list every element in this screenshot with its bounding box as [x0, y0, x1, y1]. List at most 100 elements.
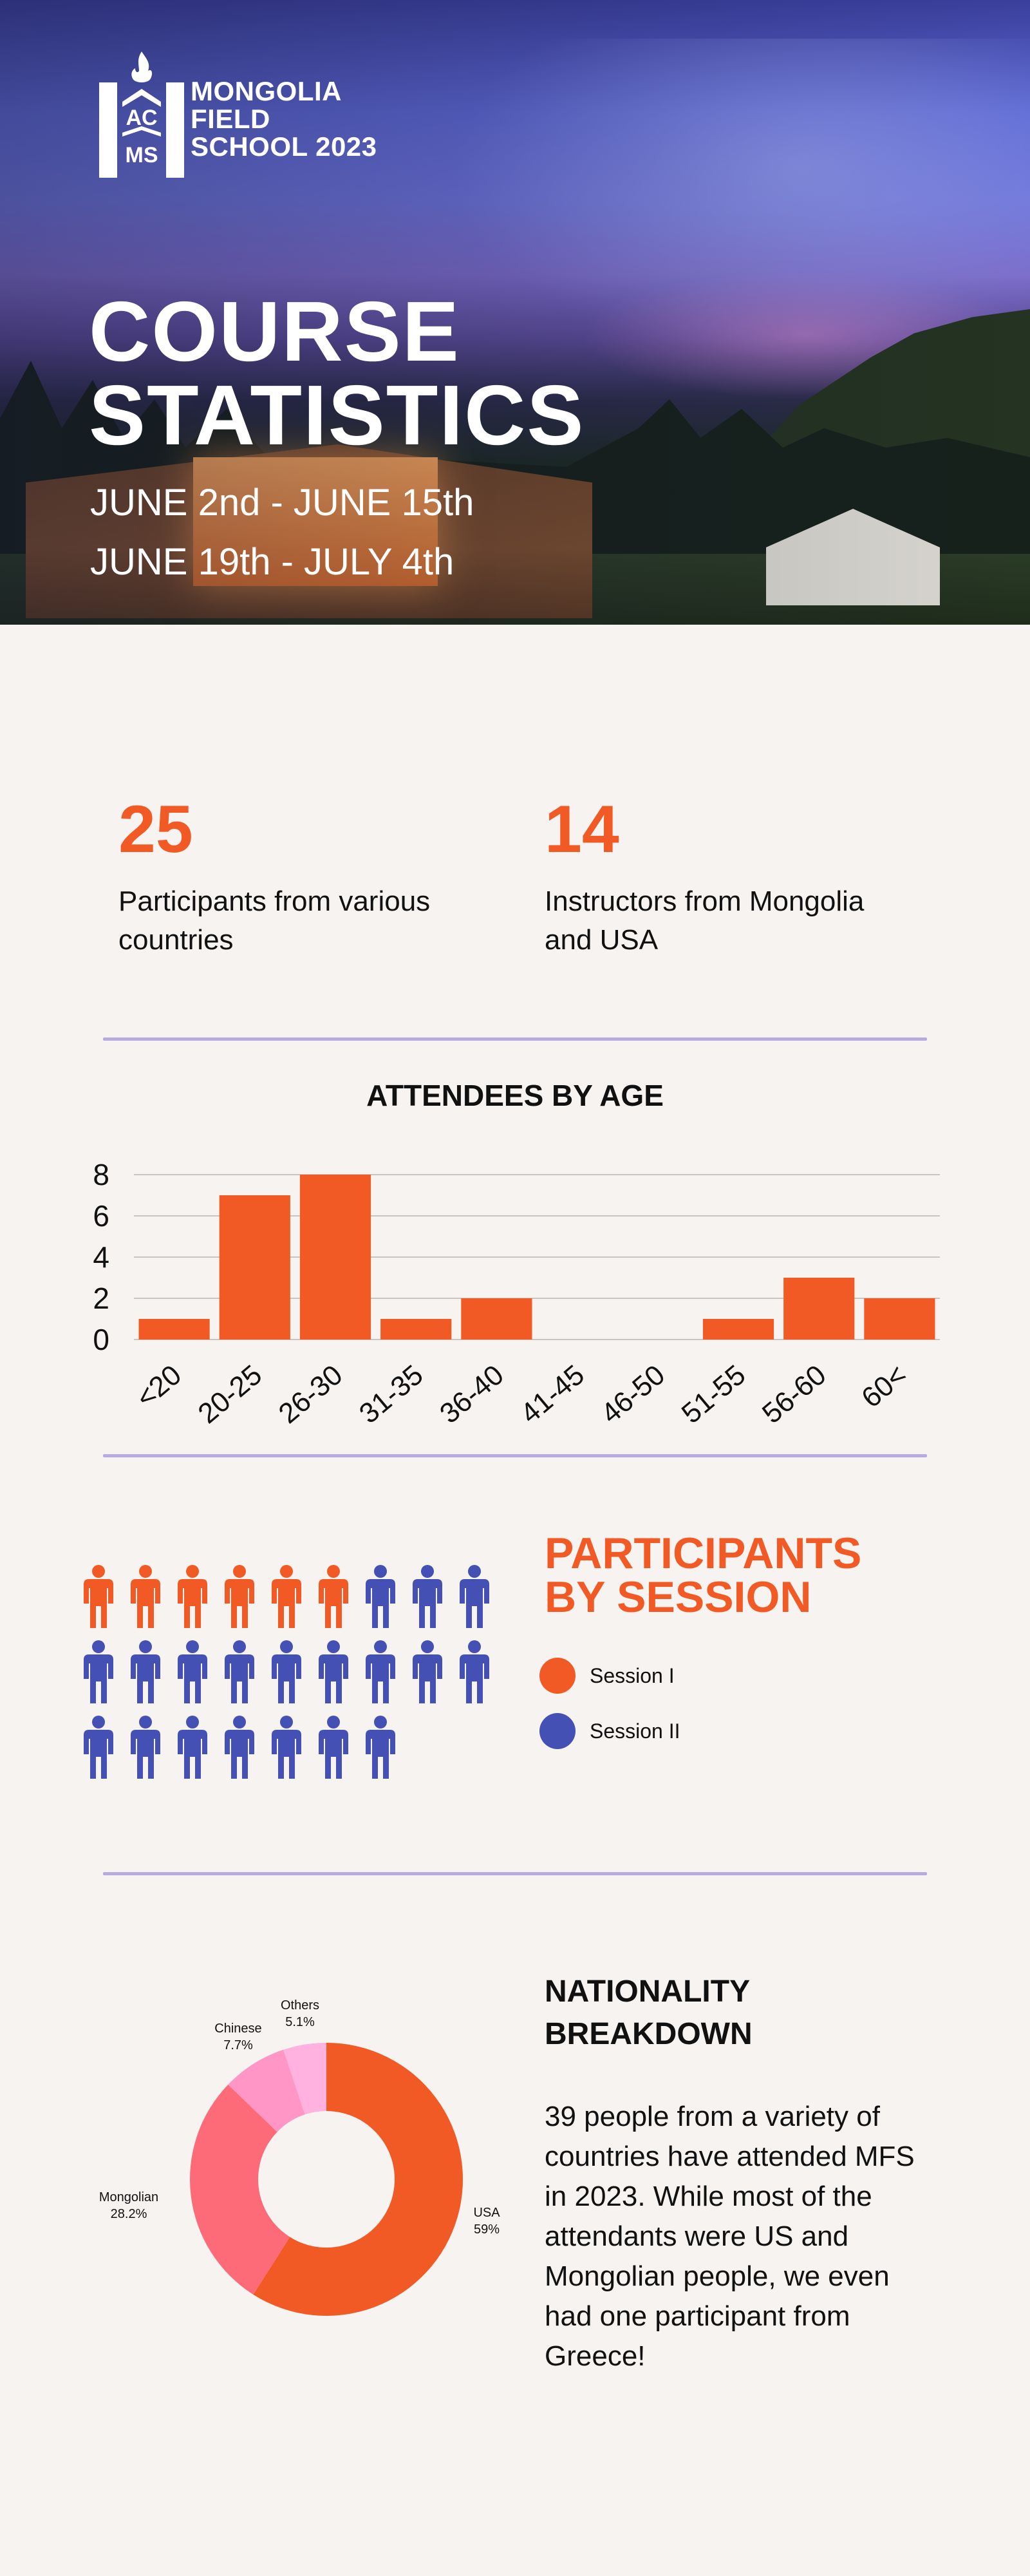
y-tick-label: 2	[93, 1282, 109, 1315]
acms-logo: AC MS	[99, 52, 184, 178]
logo-left-bar	[99, 82, 117, 178]
person-icon	[319, 1640, 348, 1703]
x-tick-label: 56-60	[756, 1359, 832, 1430]
logo-letters-top: AC	[126, 106, 157, 130]
slice-percent: 28.2%	[111, 2207, 147, 2221]
stat-participants: 25 Participants from various countries	[118, 791, 479, 960]
legend-session-2: Session II	[539, 1712, 680, 1750]
title-line: STATISTICS	[89, 368, 585, 462]
bar	[380, 1319, 452, 1340]
x-tick-label: 20-25	[192, 1359, 268, 1430]
title-line: COURSE	[89, 284, 460, 379]
legend-label: Session I	[590, 1663, 675, 1687]
person-icon	[366, 1716, 395, 1779]
bar	[138, 1319, 210, 1340]
stat-description: Instructors from Mongolia and USA	[545, 886, 865, 956]
x-tick-label: <20	[130, 1359, 187, 1414]
nationality-title-line: BREAKDOWN	[545, 2017, 753, 2051]
person-icon	[84, 1565, 113, 1628]
bar	[783, 1278, 855, 1340]
logo-mid-chevron	[122, 126, 161, 137]
logo-top-chevron	[122, 89, 161, 107]
x-tick-label: 31-35	[353, 1359, 429, 1430]
section-divider	[103, 1872, 927, 1875]
pie-slice	[283, 2043, 326, 2115]
bar	[864, 1298, 935, 1340]
person-icon	[131, 1640, 160, 1703]
person-icon	[272, 1640, 301, 1703]
slice-label: Chinese	[214, 2022, 261, 2036]
slice-label: USA	[473, 2206, 500, 2220]
logo-line: SCHOOL 2023	[191, 131, 377, 162]
person-icon	[413, 1565, 442, 1628]
hero-banner	[0, 0, 1030, 625]
person-icon	[225, 1640, 254, 1703]
x-tick-label: 51-55	[676, 1359, 752, 1430]
person-icon	[131, 1716, 160, 1779]
stat-value: 25	[118, 792, 193, 867]
x-tick-label: 36-40	[434, 1359, 510, 1430]
person-icon	[460, 1640, 489, 1703]
logo-line: MONGOLIA	[191, 76, 342, 106]
cabin-window	[193, 457, 438, 586]
date-range-2: JUNE 19th - JULY 4th	[90, 541, 454, 583]
legend-label: Session II	[590, 1719, 680, 1743]
session-title: PARTICIPANTS BY SESSION	[545, 1531, 861, 1619]
legend-swatch	[539, 1713, 576, 1749]
person-icon	[84, 1716, 113, 1779]
person-icon	[460, 1565, 489, 1628]
x-tick-label: 46-50	[595, 1359, 671, 1430]
person-icon	[178, 1716, 207, 1779]
section-divider	[103, 1454, 927, 1457]
y-tick-label: 4	[93, 1240, 109, 1274]
session-title-line: BY SESSION	[545, 1573, 812, 1622]
pie-slice	[190, 2084, 290, 2295]
person-icon	[178, 1640, 207, 1703]
age-bar-chart: 0 2 4 6 8 <20 20-25 26-30 31-35 36-40 41-45 46-50 51…	[93, 1158, 940, 1430]
slice-percent: 59%	[474, 2222, 500, 2237]
stat-instructors: 14 Instructors from Mongolia and USA	[545, 791, 905, 960]
logo-wordmark: MONGOLIA FIELD SCHOOL 2023	[191, 77, 377, 160]
y-tick-label: 6	[93, 1199, 109, 1233]
x-tick-label: 60<	[856, 1359, 913, 1414]
date-range-1: JUNE 2nd - JUNE 15th	[90, 482, 474, 524]
person-icon	[131, 1565, 160, 1628]
person-icon	[178, 1565, 207, 1628]
bar	[219, 1195, 290, 1340]
person-icon	[225, 1565, 254, 1628]
person-icon	[413, 1640, 442, 1703]
participants-pictogram	[84, 1565, 489, 1779]
slice-label: Others	[281, 1998, 319, 2012]
x-tick-label: 41-45	[514, 1359, 590, 1430]
slice-percent: 7.7%	[223, 2038, 253, 2052]
section-divider	[103, 1037, 927, 1041]
legend-session-1: Session I	[539, 1656, 675, 1695]
pie-slice	[228, 2049, 305, 2132]
nationality-description: 39 people from a variety of countries ha…	[545, 2101, 915, 2372]
person-icon	[319, 1716, 348, 1779]
nationality-title-line: NATIONALITY	[545, 1975, 751, 2009]
nationality-donut-chart: USA 59% Mongolian 28.2% Chinese 7.7% Others 5.1…	[99, 1998, 500, 2316]
y-tick-label: 8	[93, 1158, 109, 1191]
person-icon	[366, 1640, 395, 1703]
pie-slice	[253, 2043, 463, 2316]
flame-icon	[131, 52, 153, 82]
person-icon	[225, 1716, 254, 1779]
slice-label: Mongolian	[99, 2190, 158, 2204]
stat-value: 14	[545, 792, 619, 867]
slice-percent: 5.1%	[285, 2015, 315, 2029]
session-title-line: PARTICIPANTS	[545, 1529, 862, 1578]
person-icon	[366, 1565, 395, 1628]
logo-letters-bottom: MS	[126, 143, 158, 167]
person-icon	[84, 1640, 113, 1703]
bar	[702, 1319, 774, 1340]
person-icon	[319, 1565, 348, 1628]
course-dates: JUNE 2nd - JUNE 15th JUNE 19th - JULY 4t…	[90, 473, 474, 592]
y-tick-label: 0	[93, 1323, 109, 1356]
stat-description: Participants from various countries	[118, 886, 431, 956]
logo-line: FIELD	[191, 104, 270, 134]
person-icon	[272, 1565, 301, 1628]
x-tick-label: 26-30	[273, 1359, 349, 1430]
person-icon	[272, 1716, 301, 1779]
nationality-title: NATIONALITY BREAKDOWN	[545, 1971, 753, 2056]
